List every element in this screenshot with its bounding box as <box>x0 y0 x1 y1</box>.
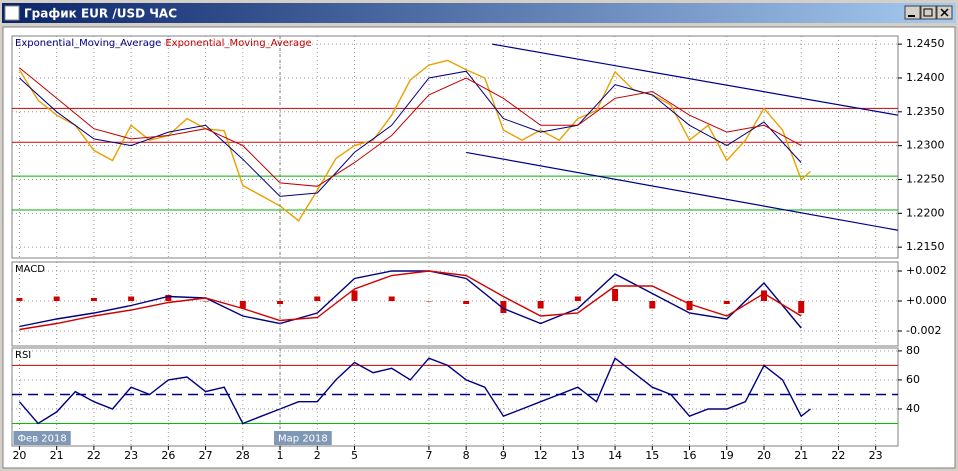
period-label: Фев 2018 <box>17 434 66 445</box>
histogram-bar <box>351 290 358 301</box>
panel-plot <box>12 350 898 425</box>
series-line <box>18 357 811 425</box>
x-tick-label: 14 <box>608 449 622 462</box>
period-label-box <box>274 431 332 445</box>
x-tick-label: 22 <box>831 449 845 462</box>
window-buttons[interactable] <box>904 5 953 20</box>
close-icon <box>940 8 949 17</box>
y-tick-label: 60 <box>906 373 920 386</box>
histogram-bar <box>612 289 619 301</box>
x-tick-label: 8 <box>463 449 470 462</box>
histogram-bar <box>686 301 693 310</box>
y-tick-label: +0.002 <box>906 264 947 277</box>
window-title: График EUR /USD ЧАС <box>24 7 177 21</box>
histogram-bar <box>463 301 470 304</box>
y-tick-label: 1.2400 <box>906 71 945 84</box>
histogram-bar <box>388 296 395 301</box>
period-label-box <box>13 431 71 445</box>
title-bar <box>2 3 956 23</box>
period-label: Мар 2018 <box>278 434 328 445</box>
histogram-bar <box>128 296 135 301</box>
histogram-bar <box>53 296 60 301</box>
histogram-bar <box>202 301 209 302</box>
series-line <box>19 270 802 329</box>
x-tick-label: 26 <box>161 449 175 462</box>
x-tick-label: 5 <box>351 449 358 462</box>
series-line <box>18 59 811 222</box>
y-tick-label: 1.2350 <box>906 105 945 118</box>
panel-title: MACD <box>15 264 45 275</box>
histogram-bar <box>760 290 767 301</box>
histogram-bar <box>165 295 172 301</box>
series-line <box>19 67 802 187</box>
histogram-bar <box>537 301 544 309</box>
y-tick-label: 1.2300 <box>906 139 945 152</box>
y-tick-label: +0.000 <box>906 294 947 307</box>
panel-plot <box>12 43 898 248</box>
histogram-bar <box>314 296 321 301</box>
histogram-bar <box>16 298 23 301</box>
x-tick-label: 15 <box>645 449 659 462</box>
x-tick-label: 1 <box>277 449 284 462</box>
series-line <box>19 70 802 197</box>
panel-title: RSI <box>15 350 31 361</box>
histogram-bar <box>425 301 432 302</box>
x-tick-label: 20 <box>12 449 26 462</box>
histogram-bar <box>723 301 730 304</box>
x-tick-label: 27 <box>199 449 213 462</box>
legend-entry: Exponential_Moving_Average <box>15 38 161 49</box>
x-tick-label: 2 <box>314 449 321 462</box>
x-tick-label: 9 <box>500 449 507 462</box>
y-tick-label: 1.2200 <box>906 206 945 219</box>
legend-entry: Exponential_Moving_Average <box>165 38 311 49</box>
x-tick-label: 28 <box>236 449 250 462</box>
y-tick-label: 40 <box>906 402 920 415</box>
panel-frame <box>11 347 899 447</box>
x-tick-label: 13 <box>571 449 585 462</box>
maximize-icon <box>923 8 933 17</box>
x-tick-label: 7 <box>425 449 432 462</box>
histogram-bar <box>239 301 246 309</box>
y-tick-label: 1.2450 <box>906 37 945 50</box>
y-tick-label: 1.2150 <box>906 240 945 253</box>
trend-line <box>492 43 898 116</box>
series-line <box>19 270 802 331</box>
x-tick-label: 23 <box>869 449 883 462</box>
y-tick-label: 1.2250 <box>906 172 945 185</box>
window-icon <box>4 5 20 21</box>
histogram-bar <box>277 301 284 304</box>
x-tick-label: 21 <box>50 449 64 462</box>
maximize-button[interactable] <box>920 5 937 20</box>
x-tick-label: 12 <box>534 449 548 462</box>
histogram-bar <box>574 296 581 301</box>
x-tick-label: 22 <box>87 449 101 462</box>
panel-plot <box>12 270 898 332</box>
histogram-bar <box>500 301 507 313</box>
x-tick-label: 23 <box>124 449 138 462</box>
trend-line <box>466 151 898 231</box>
panel-frame <box>11 35 899 259</box>
histogram-bar <box>90 298 97 301</box>
minimize-button[interactable] <box>904 5 921 20</box>
x-tick-label: 20 <box>757 449 771 462</box>
y-tick-label: -0.002 <box>906 324 941 337</box>
y-tick-label: 80 <box>906 344 920 357</box>
x-tick-label: 16 <box>683 449 697 462</box>
histogram-bar <box>649 301 656 309</box>
x-tick-label: 21 <box>794 449 808 462</box>
x-tick-label: 19 <box>720 449 734 462</box>
chart-layer: 20 21 22 23 26 27 28 1 2 5 7 8 9 12 13 14 15 16 19 20 21 22 23… <box>11 35 947 462</box>
histogram-bar <box>798 301 805 313</box>
